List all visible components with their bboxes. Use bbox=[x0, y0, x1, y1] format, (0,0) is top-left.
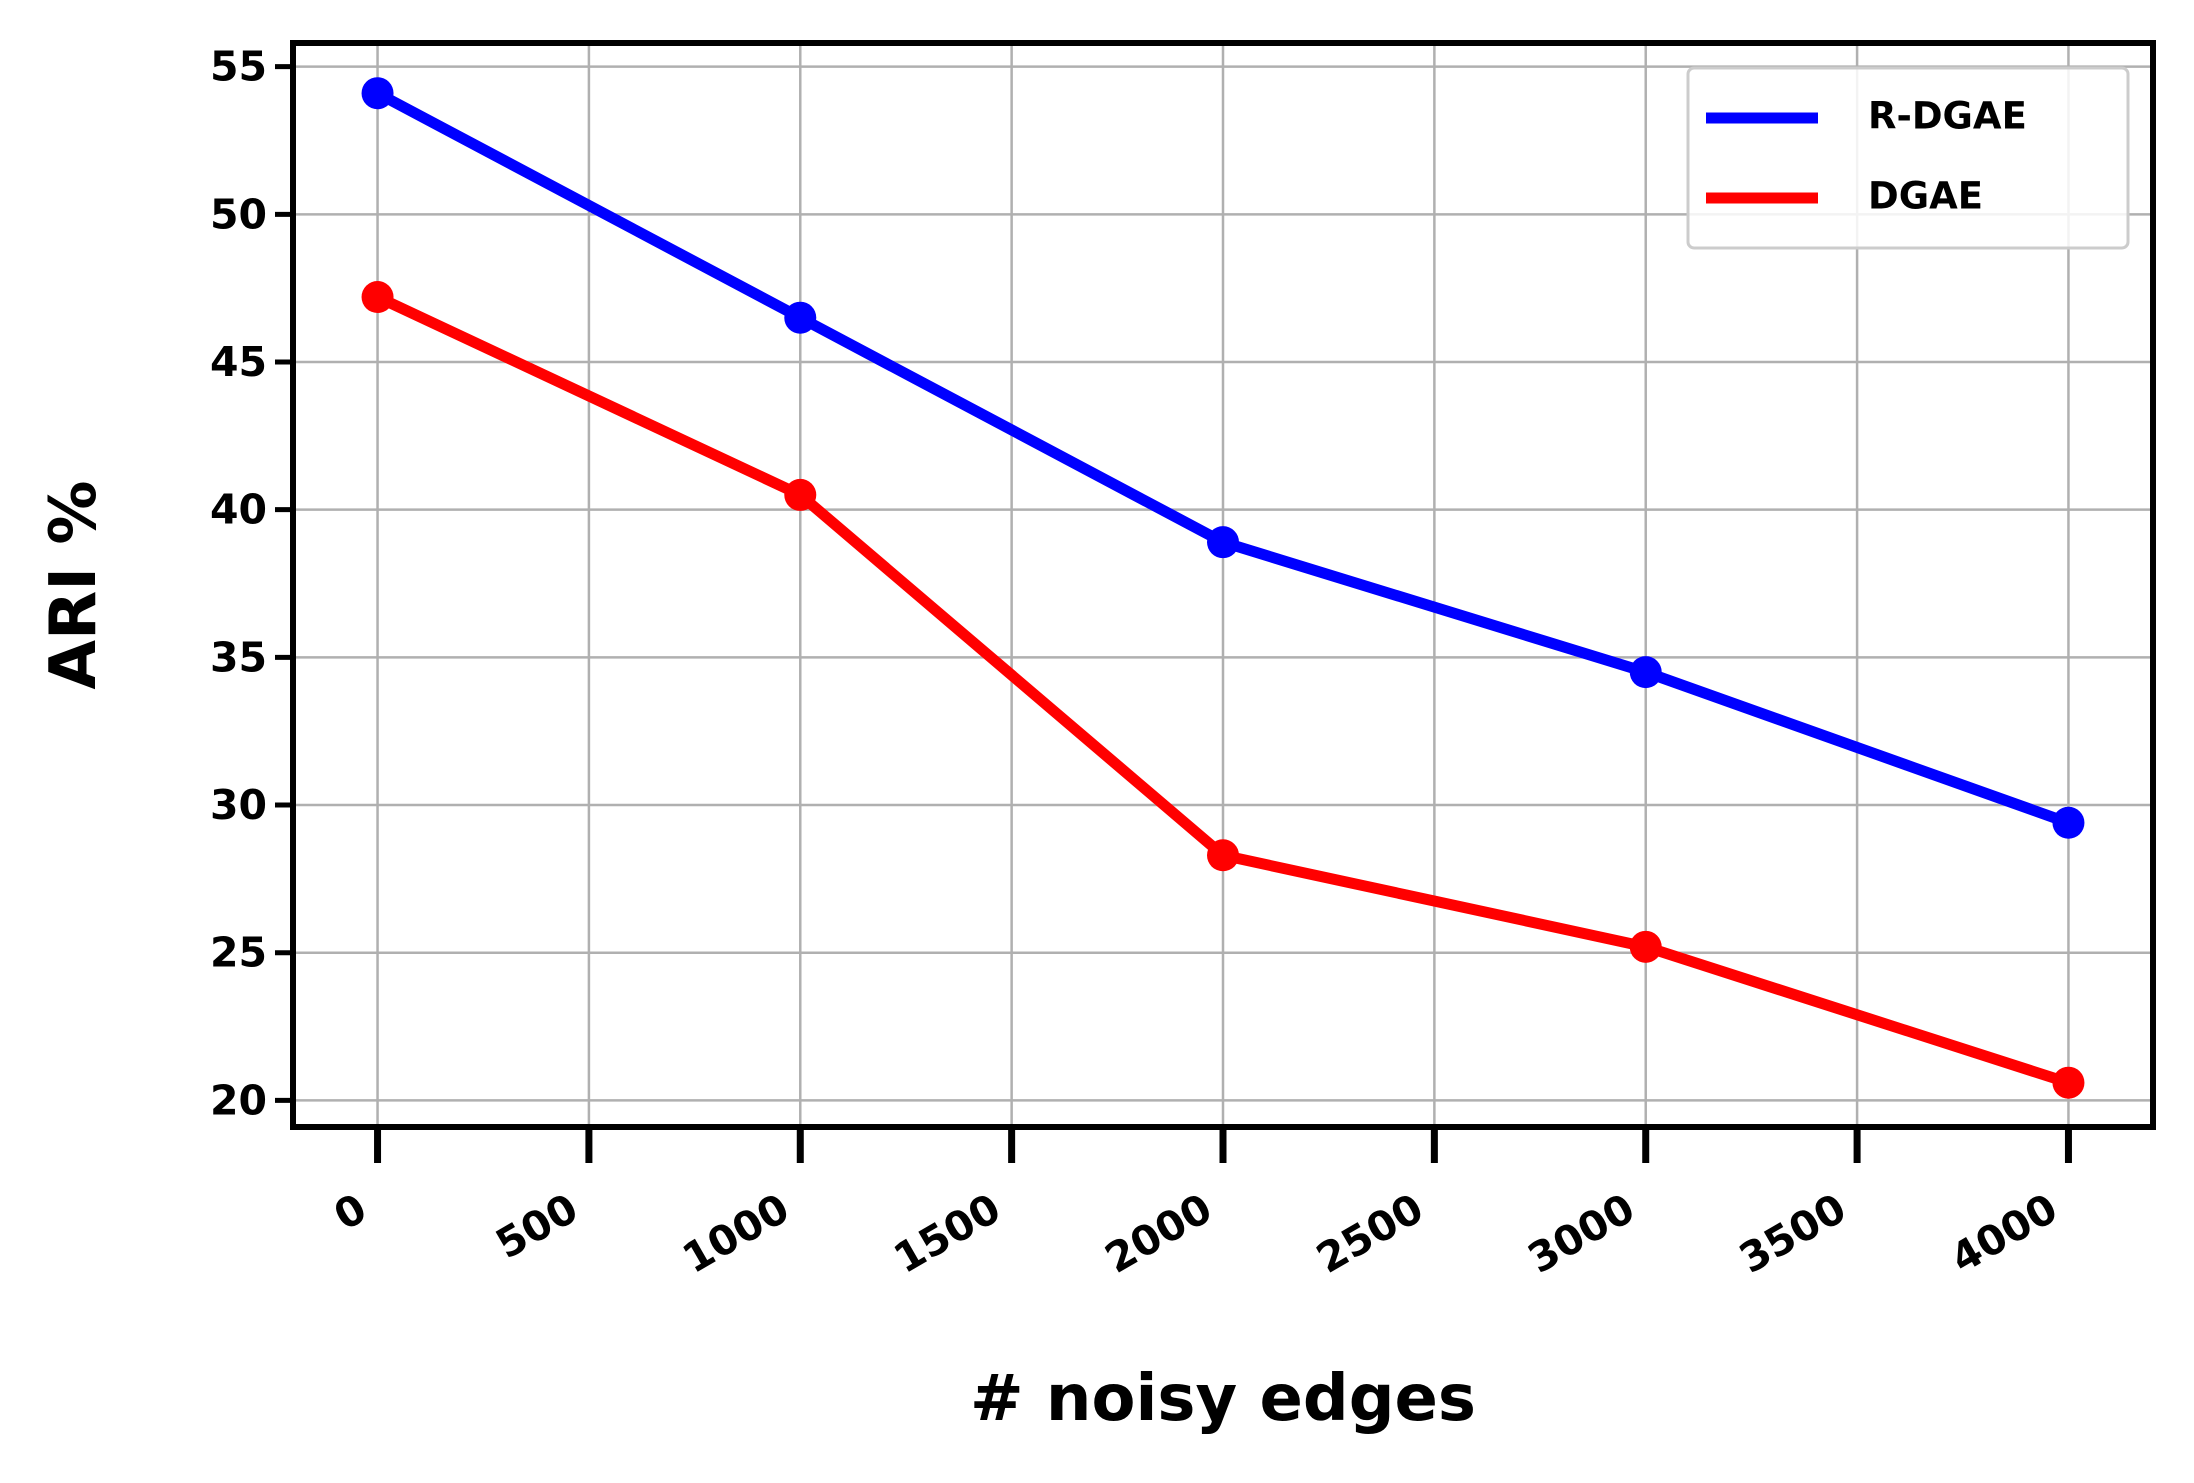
marker bbox=[784, 478, 817, 511]
x-tick-label: 500 bbox=[488, 1184, 586, 1268]
marker bbox=[361, 77, 394, 110]
y-tick-label: 55 bbox=[210, 43, 267, 91]
marker bbox=[2052, 806, 2085, 839]
legend-label: R-DGAE bbox=[1868, 95, 2027, 138]
x-tick-label: 1000 bbox=[674, 1184, 797, 1283]
marker bbox=[1207, 839, 1239, 872]
marker bbox=[1629, 930, 1662, 963]
marker bbox=[361, 281, 394, 314]
x-tick-label: 2000 bbox=[1097, 1184, 1220, 1283]
x-tick-label: 2500 bbox=[1309, 1184, 1432, 1283]
y-tick-label: 25 bbox=[210, 929, 267, 977]
y-tick-label: 30 bbox=[210, 781, 267, 829]
y-tick-label: 50 bbox=[210, 190, 267, 238]
y-tick-label: 45 bbox=[210, 338, 267, 386]
x-tick-label: 3000 bbox=[1520, 1184, 1643, 1283]
plot-frame bbox=[290, 40, 2156, 1130]
marker bbox=[1207, 526, 1239, 559]
marker bbox=[1629, 656, 1662, 689]
x-tick-label: 3500 bbox=[1731, 1184, 1854, 1283]
y-tick-label: 20 bbox=[210, 1076, 267, 1124]
legend-label: DGAE bbox=[1868, 175, 1983, 218]
x-tick-label: 1500 bbox=[886, 1184, 1009, 1283]
marker bbox=[784, 301, 817, 334]
x-tick-label: 0 bbox=[326, 1184, 375, 1240]
y-axis-label: ARI % bbox=[37, 480, 111, 689]
x-tick-label: 4000 bbox=[1943, 1184, 2066, 1283]
marker bbox=[2052, 1066, 2085, 1099]
y-tick-label: 35 bbox=[210, 633, 267, 681]
y-tick-label: 40 bbox=[210, 486, 267, 534]
x-axis-label: # noisy edges bbox=[970, 1362, 1476, 1436]
